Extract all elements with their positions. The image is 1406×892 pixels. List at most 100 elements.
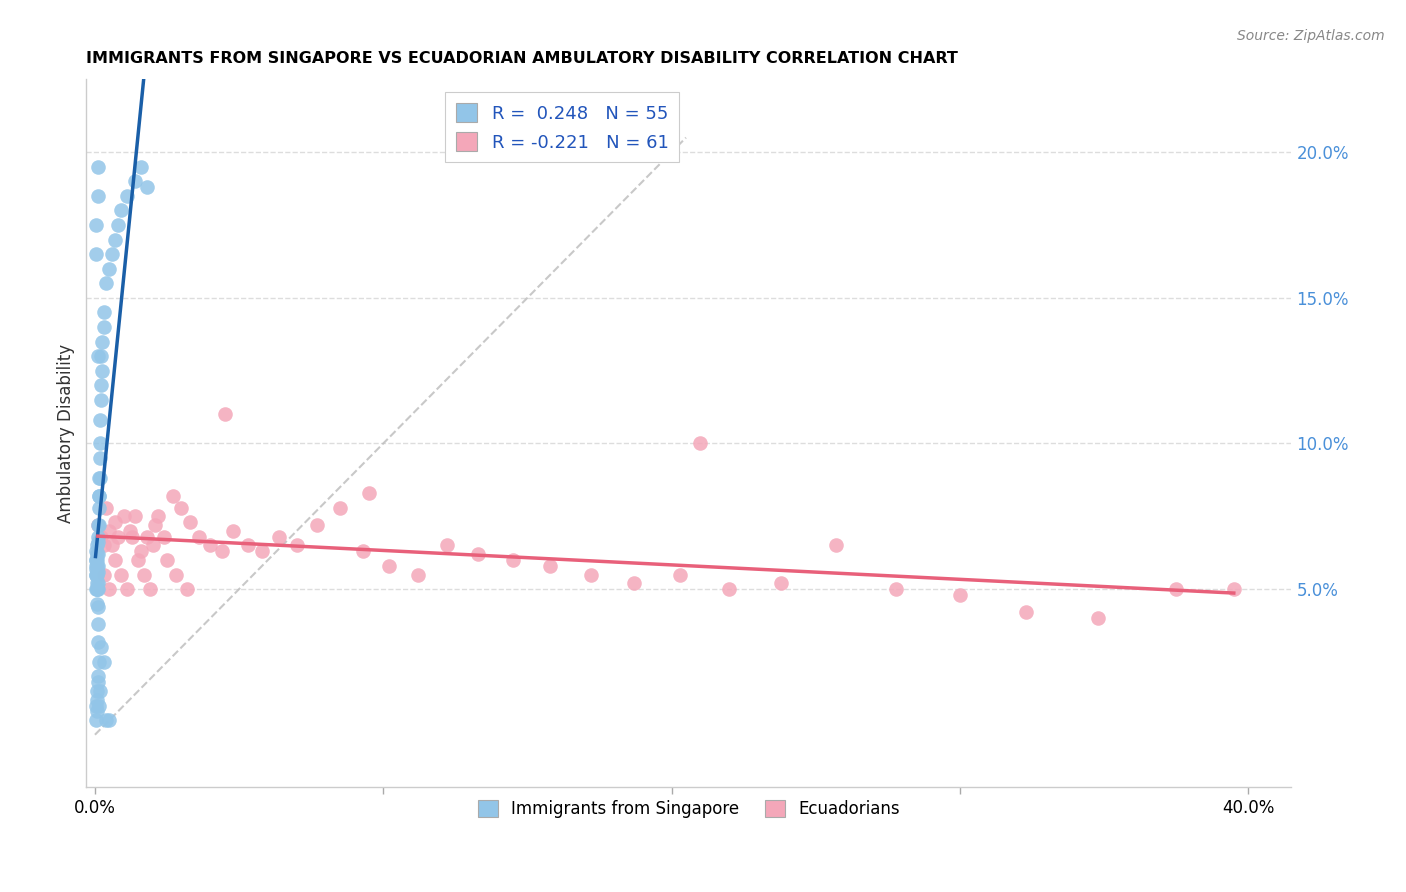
Point bbox=[96, 277, 118, 291]
Point bbox=[96, 713, 118, 727]
Point bbox=[86, 576, 108, 591]
Point bbox=[90, 530, 112, 544]
Point bbox=[101, 247, 124, 261]
Point bbox=[236, 538, 259, 552]
Point bbox=[96, 500, 118, 515]
Point bbox=[86, 582, 108, 596]
Point bbox=[1087, 611, 1109, 625]
Point bbox=[579, 567, 602, 582]
Point bbox=[104, 553, 127, 567]
Point bbox=[98, 524, 121, 538]
Point bbox=[86, 582, 108, 596]
Point bbox=[107, 218, 129, 232]
Point bbox=[87, 500, 110, 515]
Point bbox=[86, 597, 108, 611]
Point bbox=[84, 553, 107, 567]
Point bbox=[110, 567, 132, 582]
Point bbox=[156, 553, 179, 567]
Point bbox=[84, 558, 107, 573]
Point bbox=[86, 684, 108, 698]
Point bbox=[135, 180, 157, 194]
Point bbox=[87, 634, 110, 648]
Point bbox=[179, 515, 201, 529]
Point bbox=[86, 693, 108, 707]
Point bbox=[87, 599, 110, 614]
Point bbox=[329, 500, 352, 515]
Point bbox=[949, 588, 972, 602]
Point bbox=[669, 567, 692, 582]
Point bbox=[86, 567, 108, 582]
Point bbox=[540, 558, 562, 573]
Point bbox=[86, 553, 108, 567]
Point bbox=[502, 553, 524, 567]
Point bbox=[101, 538, 124, 552]
Point bbox=[142, 538, 165, 552]
Point bbox=[86, 567, 108, 582]
Y-axis label: Ambulatory Disability: Ambulatory Disability bbox=[58, 343, 75, 523]
Point bbox=[86, 582, 108, 596]
Point bbox=[90, 364, 112, 378]
Point bbox=[87, 189, 110, 203]
Point bbox=[87, 565, 110, 579]
Point bbox=[115, 189, 138, 203]
Point bbox=[104, 515, 127, 529]
Point bbox=[93, 305, 115, 319]
Point bbox=[87, 349, 110, 363]
Point bbox=[84, 562, 107, 576]
Point bbox=[135, 530, 157, 544]
Point bbox=[90, 392, 112, 407]
Point bbox=[170, 500, 193, 515]
Point bbox=[352, 544, 374, 558]
Point bbox=[200, 538, 222, 552]
Point bbox=[187, 530, 209, 544]
Point bbox=[406, 567, 429, 582]
Point bbox=[98, 713, 121, 727]
Point bbox=[107, 530, 129, 544]
Point bbox=[305, 518, 328, 533]
Point bbox=[93, 655, 115, 669]
Point bbox=[98, 582, 121, 596]
Point bbox=[623, 576, 645, 591]
Point bbox=[87, 675, 110, 690]
Point bbox=[87, 518, 110, 533]
Point bbox=[91, 334, 114, 349]
Point bbox=[689, 436, 711, 450]
Point bbox=[87, 655, 110, 669]
Point bbox=[98, 261, 121, 276]
Point bbox=[89, 471, 111, 485]
Point bbox=[86, 705, 108, 719]
Point bbox=[86, 565, 108, 579]
Point bbox=[86, 247, 108, 261]
Point bbox=[89, 413, 111, 427]
Point bbox=[86, 547, 108, 561]
Point bbox=[89, 436, 111, 450]
Point bbox=[89, 698, 111, 713]
Point bbox=[90, 378, 112, 392]
Point bbox=[115, 582, 138, 596]
Point bbox=[87, 160, 110, 174]
Point bbox=[86, 698, 108, 713]
Point bbox=[127, 553, 149, 567]
Point bbox=[132, 567, 155, 582]
Point bbox=[87, 582, 110, 596]
Point bbox=[104, 233, 127, 247]
Point bbox=[145, 518, 167, 533]
Point bbox=[176, 582, 198, 596]
Point bbox=[118, 524, 141, 538]
Point bbox=[129, 544, 152, 558]
Point bbox=[86, 553, 108, 567]
Title: IMMIGRANTS FROM SINGAPORE VS ECUADORIAN AMBULATORY DISABILITY CORRELATION CHART: IMMIGRANTS FROM SINGAPORE VS ECUADORIAN … bbox=[86, 51, 957, 66]
Point bbox=[214, 407, 236, 421]
Point bbox=[93, 538, 115, 552]
Point bbox=[357, 486, 380, 500]
Point bbox=[138, 582, 160, 596]
Point bbox=[87, 617, 110, 632]
Point bbox=[86, 576, 108, 591]
Point bbox=[467, 547, 489, 561]
Point bbox=[153, 530, 176, 544]
Point bbox=[90, 349, 112, 363]
Point bbox=[378, 558, 401, 573]
Point bbox=[86, 538, 108, 552]
Point bbox=[89, 684, 111, 698]
Point bbox=[87, 530, 110, 544]
